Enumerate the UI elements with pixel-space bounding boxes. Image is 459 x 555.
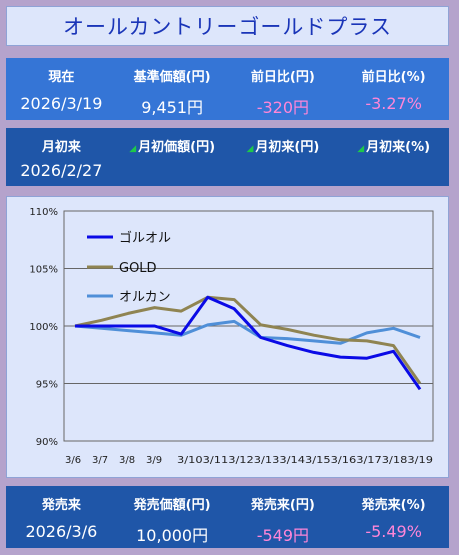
y-tick-label: 100%: [29, 322, 58, 333]
legend-label: ゴルオル: [119, 230, 171, 246]
monthly-header-nav: ◢ 月初価額(円): [129, 140, 216, 155]
performance-chart: 110% 105% 100% 95% 90% 3/6 3/7 3/8 3/9 3/103/113/…: [6, 196, 449, 478]
current-header-date: 現在: [48, 70, 75, 85]
current-change-pct: -3.27%: [365, 94, 422, 113]
y-tick-label: 105%: [29, 265, 58, 276]
y-tick-label: 110%: [29, 207, 58, 218]
launch-change-yen: -549円: [256, 526, 310, 545]
legend-label: GOLD: [119, 261, 157, 276]
launch-price: 10,000円: [136, 526, 209, 545]
y-tick-label: 90%: [36, 437, 58, 448]
current-date: 2026/3/19: [20, 94, 103, 113]
title-text: オールカントリーゴールドプラス: [63, 15, 392, 39]
current-header-nav: 基準価額(円): [133, 70, 211, 85]
y-tick-label: 95%: [36, 380, 58, 391]
x-tick-label: 3/7: [92, 455, 108, 466]
launch-header-label: 発売来: [41, 498, 81, 513]
current-nav: 9,451円: [141, 98, 204, 117]
launch-change-pct: -5.49%: [365, 522, 422, 541]
launch-date: 2026/3/6: [25, 522, 98, 541]
monthly-panel: 月初来 ◢ 月初価額(円) ◢ 月初来(円) ◢ 月初来(%) 2026/2/27: [6, 128, 449, 186]
x-tick-label: 3/9: [146, 455, 162, 466]
error-tick-icon: ◢: [357, 144, 365, 154]
series-line: [74, 319, 421, 345]
monthly-header-change-pct: ◢ 月初来(%): [357, 140, 431, 155]
launch-header-change-pct: 発売来(%): [361, 498, 426, 513]
monthly-header-label: 月初来: [41, 140, 81, 155]
current-panel: 現在 基準価額(円) 前日比(円) 前日比(%) 2026/3/19 9,451…: [6, 58, 449, 120]
monthly-date: 2026/2/27: [20, 161, 103, 180]
line-chart-svg: 110% 105% 100% 95% 90% 3/6 3/7 3/8 3/9 3/103/113/…: [29, 207, 434, 466]
launch-header-nav: 発売価額(円): [133, 498, 211, 513]
x-tick-label: 3/8: [119, 455, 135, 466]
current-change-yen: -320円: [256, 98, 310, 117]
legend-label: オルカン: [119, 290, 171, 305]
series-line: [75, 295, 422, 391]
error-tick-icon: ◢: [246, 144, 254, 154]
series-line: [74, 295, 422, 385]
x-tick-label: 3/6: [65, 455, 81, 466]
launch-header-change-yen: 発売来(円): [250, 498, 315, 513]
current-header-change-yen: 前日比(円): [250, 70, 315, 85]
monthly-header-change-yen: ◢ 月初来(円): [246, 140, 320, 155]
current-header-change-pct: 前日比(%): [361, 70, 426, 85]
error-tick-icon: ◢: [129, 144, 137, 154]
x-tick-label: 3/103/113/123/133/143/153/163/173/183/19: [177, 455, 433, 466]
page-title: オールカントリーゴールドプラス: [6, 6, 449, 46]
launch-panel: 発売来 発売価額(円) 発売来(円) 発売来(%) 2026/3/6 10,00…: [6, 486, 449, 548]
